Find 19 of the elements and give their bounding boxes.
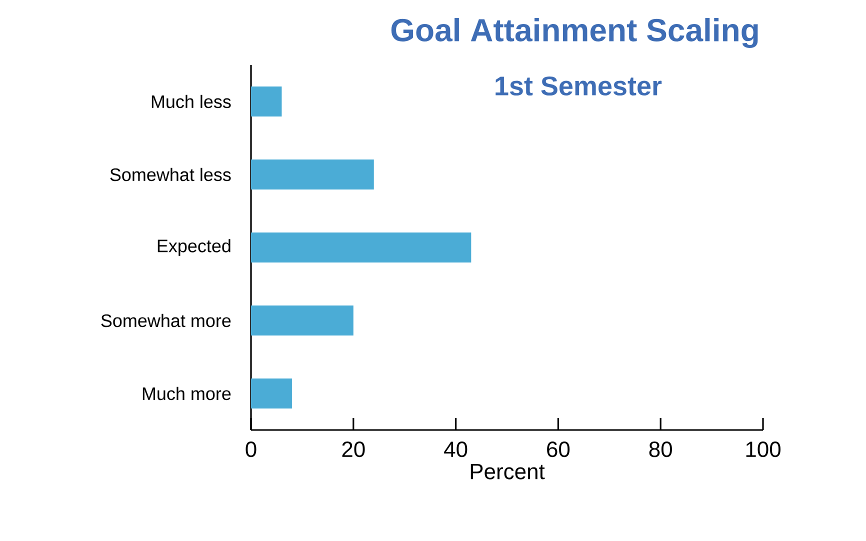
bar <box>251 306 354 336</box>
bar <box>251 160 374 190</box>
chart-subtitle: 1st Semester <box>496 76 662 96</box>
y-tick-label: Somewhat less <box>110 168 231 182</box>
x-tick-label: 100 <box>746 442 780 458</box>
x-tick-label: 60 <box>547 442 570 458</box>
x-axis-title: Percent <box>470 464 545 480</box>
y-tick-label: Much more <box>142 386 231 400</box>
x-tick-label: 20 <box>342 442 365 458</box>
chart-title: Goal Attainment Scaling <box>391 18 758 48</box>
y-tick-label: Expected <box>158 239 230 256</box>
x-tick-label: 40 <box>444 442 468 458</box>
bar <box>251 378 292 409</box>
bar <box>251 232 472 263</box>
x-tick-label: 80 <box>649 442 672 458</box>
y-tick-label: Much less <box>152 94 231 108</box>
x-tick-label: 0 <box>246 442 256 458</box>
bar <box>251 86 282 116</box>
y-tick-label: Somewhat more <box>101 314 231 328</box>
